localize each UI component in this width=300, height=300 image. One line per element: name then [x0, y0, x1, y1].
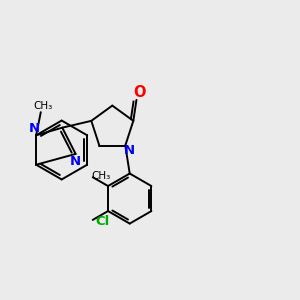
- Text: N: N: [70, 155, 81, 168]
- Text: CH₃: CH₃: [34, 101, 53, 111]
- Text: CH₃: CH₃: [92, 171, 111, 181]
- Text: N: N: [29, 122, 40, 135]
- Text: O: O: [134, 85, 146, 100]
- Text: Cl: Cl: [95, 215, 109, 228]
- Text: N: N: [123, 144, 134, 157]
